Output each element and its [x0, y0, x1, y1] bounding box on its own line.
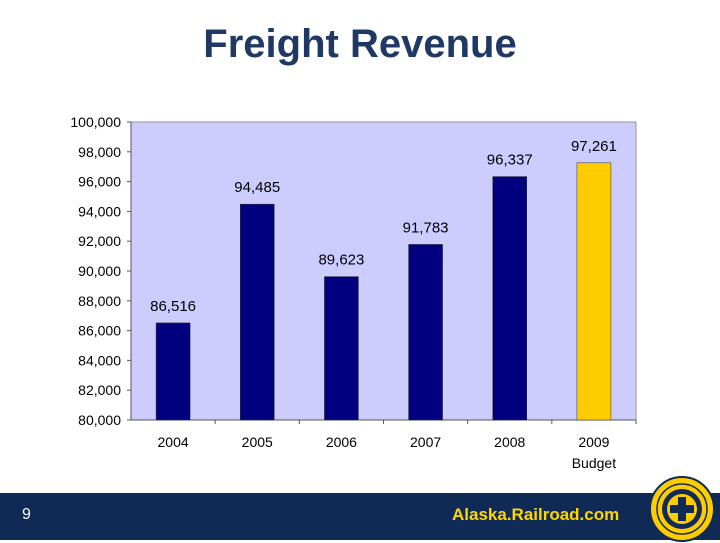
footer-bar: 9 Alaska.Railroad.com — [0, 493, 720, 540]
bar-2009 — [576, 162, 612, 421]
slide-title: Freight Revenue — [203, 22, 517, 66]
bar-2005 — [240, 203, 275, 421]
website-link[interactable]: Alaska.Railroad.com — [452, 505, 620, 524]
x-tick-label: 2007 — [410, 434, 441, 450]
bar-2006 — [324, 276, 359, 421]
y-tick-label: 84,000 — [78, 352, 121, 368]
x-tick-label: 2005 — [242, 434, 273, 450]
data-label: 91,783 — [403, 219, 449, 236]
y-tick-label: 88,000 — [78, 293, 121, 309]
x-tick-label: 2004 — [158, 434, 189, 450]
y-tick-label: 96,000 — [78, 174, 121, 190]
data-label: 94,485 — [234, 179, 280, 196]
bar-2008 — [492, 176, 527, 421]
x-tick-label: 2009 — [578, 434, 609, 450]
y-tick-label: 100,000 — [70, 114, 121, 130]
x-tick-label: 2006 — [326, 434, 357, 450]
y-tick-label: 94,000 — [78, 203, 121, 219]
y-tick-label: 86,000 — [78, 323, 121, 339]
data-label: 96,337 — [487, 152, 533, 169]
bar-2004 — [155, 322, 191, 421]
bar-2007 — [408, 244, 443, 421]
data-label: 86,516 — [150, 298, 196, 315]
bar-chart: 80,000 82,000 84,000 86,000 88,000 90,000 92,0… — [70, 114, 637, 471]
x-tick-label: 2008 — [494, 434, 525, 450]
y-tick-label: 92,000 — [78, 233, 121, 249]
x-tick-sublabel: Budget — [572, 455, 616, 471]
y-tick-label: 90,000 — [78, 263, 121, 279]
y-tick-label: 80,000 — [78, 412, 121, 428]
data-label: 97,261 — [571, 138, 617, 155]
y-tick-label: 98,000 — [78, 144, 121, 160]
alaska-railroad-logo-icon — [649, 476, 715, 542]
plot-area — [130, 121, 637, 421]
y-tick-label: 82,000 — [78, 382, 121, 398]
page-number: 9 — [22, 506, 31, 523]
data-label: 89,623 — [318, 252, 364, 269]
